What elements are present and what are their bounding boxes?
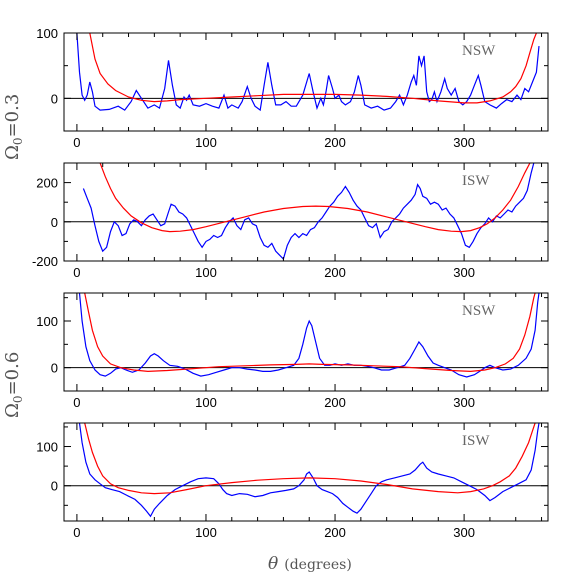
x-tick-label: 200	[324, 525, 346, 540]
x-tick-label: 200	[324, 395, 346, 410]
group-label-omega-0.3: Ω0=0.3	[2, 94, 25, 160]
series-group	[76, 33, 540, 112]
x-tick-label: 100	[195, 265, 217, 280]
y-tick-label: 100	[36, 26, 58, 41]
plot-frame	[63, 32, 549, 132]
y-tick-label: 100	[36, 440, 58, 455]
x-tick-label: 100	[195, 395, 217, 410]
x-tick-label: 100	[195, 135, 217, 150]
y-tick-label: -200	[32, 254, 58, 269]
model-curve	[84, 423, 536, 495]
x-tick-label: 0	[73, 525, 80, 540]
panel-2: 0 100 200 300 200 0 -200 ISW	[32, 162, 549, 280]
x-tick-label: 300	[453, 135, 475, 150]
x-tick-label: 300	[453, 265, 475, 280]
y-tick-label: 0	[51, 91, 58, 106]
x-tick-label: 300	[453, 525, 475, 540]
measured-curve	[78, 293, 540, 378]
y-tick-label: 0	[51, 479, 58, 494]
plot-frame	[63, 292, 549, 392]
panel-label: NSW	[462, 43, 496, 59]
y-tick-label: 0	[51, 215, 58, 230]
x-tick-label: 0	[73, 395, 80, 410]
model-curve	[84, 293, 536, 373]
panel-label: NSW	[462, 303, 496, 319]
panels-container: 0 100 200 300 100 0 NSW 0 100 200 300 200 0 -200 ISW 0 1…	[32, 26, 549, 540]
plot-frame	[63, 162, 549, 262]
series-group	[82, 163, 535, 261]
panel-3: 0 100 200 300 100 0 NSW	[36, 292, 549, 410]
x-tick-label: 300	[453, 395, 475, 410]
group-label-omega-0.6: Ω0=0.6	[2, 352, 25, 418]
x-tick-label: 200	[324, 265, 346, 280]
x-tick-label: 200	[324, 135, 346, 150]
x-tick-label: 100	[195, 525, 217, 540]
series-group	[78, 423, 540, 518]
y-tick-label: 200	[36, 176, 58, 191]
measured-curve	[78, 423, 540, 518]
x-axis-label: θ (degrees)	[268, 554, 352, 574]
panel-label: ISW	[462, 433, 490, 449]
series-group	[78, 293, 540, 378]
x-tick-label: 0	[73, 135, 80, 150]
y-tick-label: 100	[36, 314, 58, 329]
y-tick-label: 0	[51, 361, 58, 376]
model-curve	[99, 163, 531, 233]
panel-1: 0 100 200 300 100 0 NSW	[36, 26, 549, 150]
x-tick-label: 0	[73, 265, 80, 280]
plot-frame	[63, 422, 549, 522]
measured-curve	[82, 163, 535, 261]
measured-curve	[76, 33, 540, 112]
model-curve	[89, 33, 537, 104]
panel-4: 0 100 200 300 100 0 ISW	[36, 422, 549, 540]
panel-label: ISW	[462, 173, 490, 189]
